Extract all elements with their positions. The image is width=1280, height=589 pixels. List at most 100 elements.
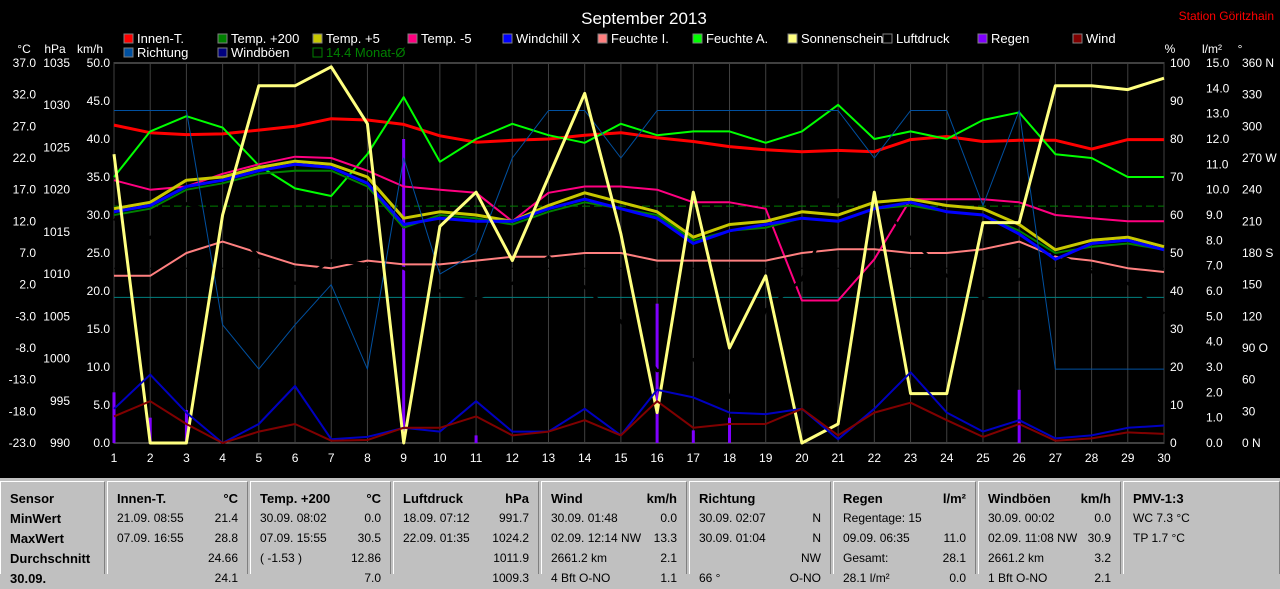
stats-date: 30.09. 08:02 [260, 511, 327, 525]
series-line [113, 155, 1164, 302]
series-line [113, 400, 1165, 444]
tick-pct: 30 [1170, 322, 1184, 336]
stats-date: Regentage: 15 [843, 511, 922, 525]
stats-date: 02.09. 12:14 NW [551, 531, 642, 545]
stats-row: 30.09. 08:02 0.0 [260, 511, 381, 529]
tick-x: 27 [1049, 451, 1063, 465]
stats-value: 1011.9 [493, 551, 529, 565]
tick-wind: 25.0 [87, 246, 111, 260]
tick-pct: 10 [1170, 398, 1184, 412]
stats-date: 07.09. 15:55 [260, 531, 327, 545]
legend: Innen-T. Temp. +200 Temp. +5 Temp. -5 Windch… [123, 31, 1116, 60]
stats-value: 21.4 [214, 511, 238, 525]
stats-column-unit: km/h [1080, 491, 1111, 506]
rain-bar [474, 435, 478, 443]
stats-date: 66 ° [699, 571, 721, 585]
tick-pct: 80 [1170, 132, 1184, 146]
tick-dir: 120 [1242, 309, 1262, 323]
stats-row: 02.09. 12:14 NW 13.3 [551, 531, 677, 549]
stats-column-unit: °C [223, 491, 238, 506]
tick-temp: 12.0 [13, 214, 37, 228]
rain-bars [112, 139, 1021, 443]
stats-column: Richtung 30.09. 02:07 N 30.09. 01:04 N NW 66 °… [689, 481, 831, 585]
stats-date: Gesamt: [843, 551, 889, 565]
tick-x: 15 [614, 451, 628, 465]
row-label: Sensor [10, 491, 95, 509]
tick-dir: 150 [1242, 278, 1262, 292]
tick-press: 1025 [43, 140, 70, 154]
legend-swatch [312, 47, 323, 58]
rain-bar [112, 392, 116, 443]
stats-row: 30.09. 02:07 N [699, 511, 821, 529]
tick-rain: 3.0 [1206, 360, 1223, 374]
tick-rain: 8.0 [1206, 233, 1223, 247]
stats-date: 09.09. 06:35 [843, 531, 910, 545]
stats-value: 28.8 [214, 531, 238, 545]
stats-row: 2661.2 km 3.2 [988, 551, 1111, 569]
rain-bar [148, 417, 152, 443]
tick-x: 26 [1012, 451, 1026, 465]
legend-label: Temp. +5 [326, 31, 380, 46]
stats-row: 18.09. 07:12 991.7 [403, 511, 529, 529]
tick-wind: 40.0 [87, 132, 111, 146]
series-line [113, 162, 1165, 261]
stats-row: TP 1.7 °C [1133, 531, 1270, 549]
tick-press: 995 [50, 394, 70, 408]
stats-value: 11.0 [943, 531, 966, 545]
tick-x: 20 [795, 451, 809, 465]
stats-column-title: PMV-1:3 [1133, 491, 1184, 506]
legend-swatch [977, 33, 988, 44]
tick-temp: -3.0 [15, 309, 36, 323]
tick-wind: 0.0 [93, 436, 110, 450]
tick-x: 17 [687, 451, 701, 465]
tick-press: 1005 [43, 309, 70, 323]
tick-x: 30 [1157, 451, 1171, 465]
tick-dir: 180 S [1242, 246, 1273, 260]
stats-column: Windböen km/h 30.09. 00:02 0.0 02.09. 11:08 … [978, 481, 1121, 585]
row-label-text: Durchschnitt [10, 551, 91, 566]
stats-value: 24.1 [214, 571, 238, 585]
tick-x: 23 [904, 451, 918, 465]
axis-title-dir: ° [1238, 42, 1243, 56]
stats-row: 02.09. 11:08 NW 30.9 [988, 531, 1111, 549]
tick-rain: 6.0 [1206, 284, 1223, 298]
tick-x: 19 [759, 451, 773, 465]
legend-label: Regen [991, 31, 1029, 46]
stats-row: 07.09. 16:55 28.8 [117, 531, 238, 549]
tick-press: 1020 [43, 183, 70, 197]
stats-column: Temp. +200 °C 30.09. 08:02 0.0 07.09. 15:55 3… [250, 481, 391, 585]
tick-dir: 240 [1242, 183, 1262, 197]
tick-rain: 11.0 [1206, 157, 1229, 171]
stats-value: 0.0 [364, 511, 381, 525]
stats-row: 09.09. 06:35 11.0 [843, 531, 966, 549]
tick-dir: 360 N [1242, 56, 1274, 70]
rain-bar [728, 417, 732, 443]
stats-row: 22.09. 01:35 1024.2 [403, 531, 529, 549]
stats-value: N [812, 511, 821, 525]
stats-column: Luftdruck hPa 18.09. 07:12 991.7 22.09. 01:3… [393, 481, 539, 585]
row-label: MinWert [10, 511, 95, 529]
stats-value: 0.0 [1094, 511, 1111, 525]
tick-pct: 40 [1170, 284, 1184, 298]
stats-value: O-NO [789, 571, 821, 585]
stats-column-title: Innen-T. [117, 491, 167, 506]
station-label: Station Göritzhain [1179, 9, 1274, 23]
legend-swatch [123, 47, 134, 58]
tick-temp: 22.0 [13, 151, 37, 165]
series-line [113, 159, 1165, 252]
stats-value: 2.1 [1094, 571, 1111, 585]
tick-rain: 5.0 [1206, 309, 1223, 323]
tick-x: 29 [1121, 451, 1135, 465]
stats-column-header: Regen l/m² [843, 491, 966, 506]
stats-date: 2661.2 km [551, 551, 608, 565]
series-line [112, 65, 1165, 445]
legend-label: Windchill X [516, 31, 581, 46]
legend-swatch [1072, 33, 1083, 44]
stats-column-header: Wind km/h [551, 491, 677, 506]
tick-x: 6 [292, 451, 299, 465]
tick-x: 4 [219, 451, 226, 465]
stats-column-header: PMV-1:3 [1133, 491, 1270, 506]
tick-pct: 50 [1170, 246, 1184, 260]
tick-rain: 7.0 [1206, 259, 1223, 273]
series-line [113, 96, 1164, 197]
